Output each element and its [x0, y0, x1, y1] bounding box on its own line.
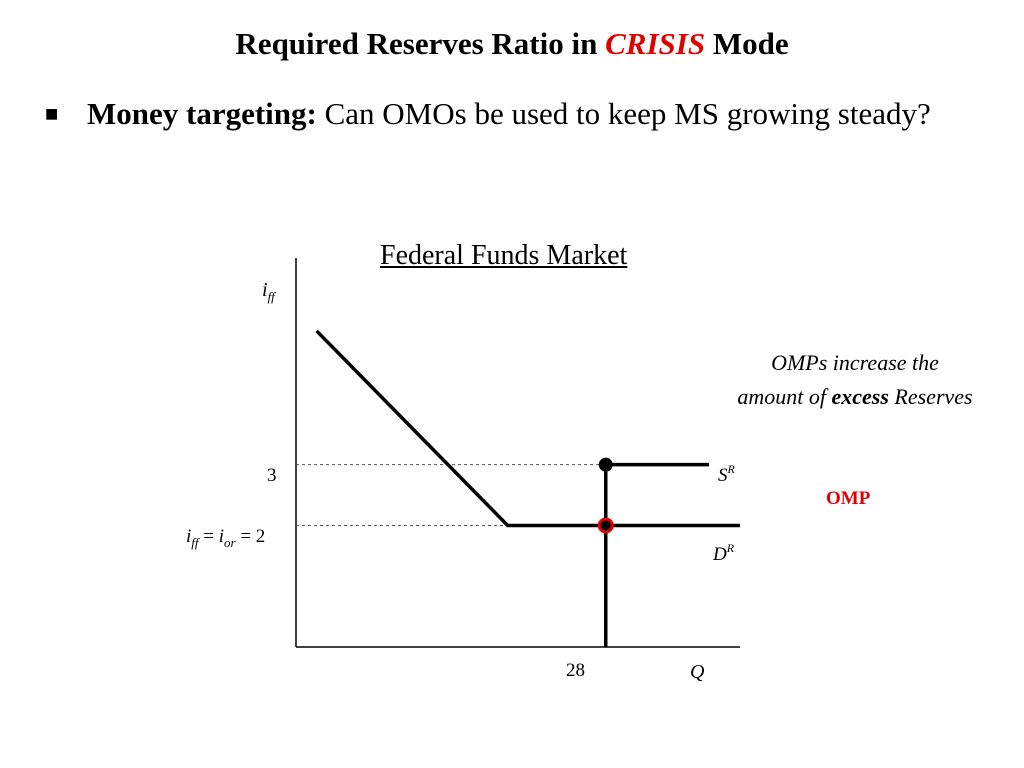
y-tick-2-b-sub: or — [224, 535, 237, 550]
y-tick-label-2: iff = ior = 2 — [186, 526, 265, 550]
bullet-lead: Money targeting: — [87, 96, 317, 131]
equilibrium-point-3 — [598, 457, 613, 472]
omp-label: OMP — [826, 488, 871, 509]
y-axis-label-main: i — [262, 279, 268, 301]
title-after: Mode — [705, 26, 789, 61]
equilibrium-point-2 — [597, 517, 614, 534]
y-tick-2-b: i — [219, 526, 224, 547]
annotation-line-2-before: amount of — [737, 384, 832, 409]
y-tick-2-a: i — [186, 526, 191, 547]
demand-label: DR — [712, 541, 735, 565]
demand-label-sup: R — [726, 541, 735, 555]
chart-title: Federal Funds Market — [380, 240, 628, 271]
slide-title: Required Reserves Ratio in CRISIS Mode — [0, 26, 1024, 62]
x-tick-label-28: 28 — [566, 660, 585, 681]
bullet-text: Money targeting: Can OMOs be used to kee… — [87, 94, 947, 134]
annotation-line-2: amount of excess Reserves — [690, 380, 1020, 414]
y-tick-2-a-sub: ff — [191, 535, 201, 550]
annotation-excess: excess — [831, 384, 889, 409]
supply-label: SR — [718, 462, 736, 486]
demand-label-main: D — [712, 544, 727, 565]
supply-curve — [604, 462, 710, 647]
y-tick-2-eq1: = — [199, 526, 219, 547]
y-axis-label-sub: ff — [268, 289, 278, 304]
annotation-line-1: OMPs increase the — [771, 350, 939, 375]
omp-annotation: OMPs increase the amount of excess Reser… — [690, 346, 1020, 414]
title-emphasis: CRISIS — [605, 26, 706, 61]
supply-label-sup: R — [727, 462, 736, 476]
supply-label-main: S — [718, 465, 728, 486]
square-bullet-icon: ■ — [45, 101, 59, 126]
x-axis-label: Q — [690, 661, 705, 683]
y-tick-label-3: 3 — [267, 465, 277, 486]
y-axis-label: iff — [262, 279, 277, 304]
annotation-line-2-after: Reserves — [888, 384, 973, 409]
demand-curve — [315, 329, 740, 528]
title-before: Required Reserves Ratio in — [235, 26, 606, 61]
bullet-rest: Can OMOs be used to keep MS growing stea… — [316, 96, 931, 131]
y-tick-2-eq2: = 2 — [236, 526, 266, 547]
